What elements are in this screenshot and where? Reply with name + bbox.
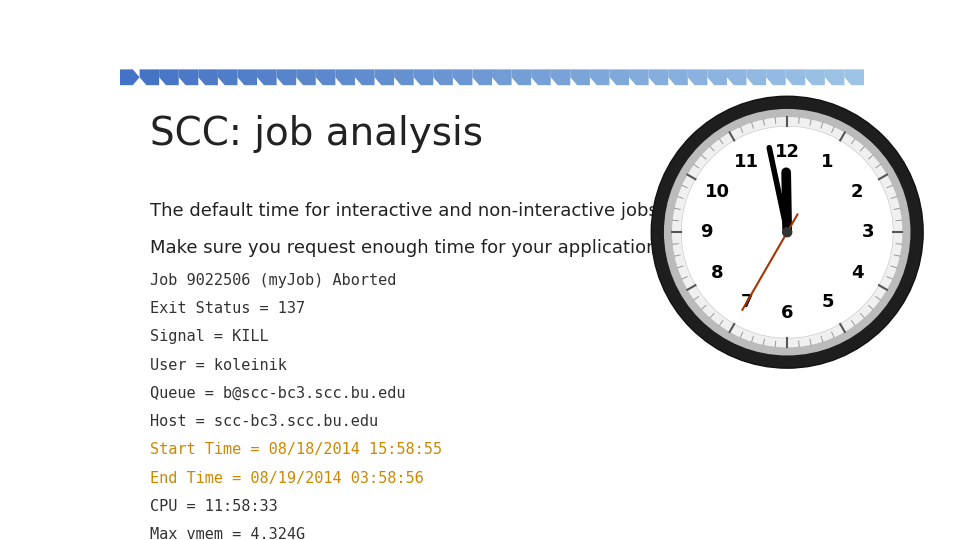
Polygon shape <box>492 69 512 85</box>
Text: SCC: job analysis: SCC: job analysis <box>150 114 483 153</box>
Text: Job 9022506 (myJob) Aborted: Job 9022506 (myJob) Aborted <box>150 273 396 288</box>
Polygon shape <box>649 69 668 85</box>
Polygon shape <box>276 69 297 85</box>
Text: 12 hours.: 12 hours. <box>731 202 826 220</box>
Polygon shape <box>629 69 649 85</box>
Polygon shape <box>297 69 316 85</box>
Text: 10: 10 <box>705 183 730 201</box>
Polygon shape <box>335 69 355 85</box>
Circle shape <box>651 96 924 368</box>
Text: Start Time = 08/18/2014 15:58:55: Start Time = 08/18/2014 15:58:55 <box>150 442 442 457</box>
Text: 1: 1 <box>821 153 834 171</box>
Text: 6: 6 <box>780 304 794 322</box>
Circle shape <box>664 109 910 355</box>
Polygon shape <box>414 69 433 85</box>
Text: 7: 7 <box>740 293 754 311</box>
Text: 4: 4 <box>851 264 863 281</box>
Text: 12: 12 <box>775 143 800 160</box>
Circle shape <box>682 126 893 338</box>
Circle shape <box>782 227 792 238</box>
Polygon shape <box>218 69 237 85</box>
Polygon shape <box>531 69 551 85</box>
Polygon shape <box>179 69 199 85</box>
Polygon shape <box>845 69 864 85</box>
Text: Max vmem = 4.324G: Max vmem = 4.324G <box>150 527 305 540</box>
Polygon shape <box>785 69 805 85</box>
Text: 8: 8 <box>711 264 724 281</box>
Polygon shape <box>747 69 766 85</box>
Polygon shape <box>727 69 747 85</box>
Text: User = koleinik: User = koleinik <box>150 357 287 373</box>
Polygon shape <box>512 69 531 85</box>
Circle shape <box>672 117 902 347</box>
Polygon shape <box>199 69 218 85</box>
Text: 5: 5 <box>821 293 834 311</box>
Polygon shape <box>687 69 708 85</box>
Text: End Time = 08/19/2014 03:58:56: End Time = 08/19/2014 03:58:56 <box>150 471 423 485</box>
Polygon shape <box>668 69 687 85</box>
Polygon shape <box>708 69 727 85</box>
Polygon shape <box>139 69 159 85</box>
Polygon shape <box>159 69 179 85</box>
Polygon shape <box>825 69 845 85</box>
Polygon shape <box>472 69 492 85</box>
Text: The default time for interactive and non-interactive jobs on the SCC is: The default time for interactive and non… <box>150 202 789 220</box>
Polygon shape <box>766 69 785 85</box>
Text: Host = scc-bc3.scc.bu.edu: Host = scc-bc3.scc.bu.edu <box>150 414 378 429</box>
Text: Make sure you request enough time for your application to complete:: Make sure you request enough time for yo… <box>150 239 778 258</box>
Polygon shape <box>805 69 825 85</box>
Polygon shape <box>374 69 395 85</box>
Text: 3: 3 <box>861 223 875 241</box>
Polygon shape <box>570 69 589 85</box>
Polygon shape <box>237 69 257 85</box>
Text: 2: 2 <box>851 183 863 201</box>
Polygon shape <box>589 69 610 85</box>
Polygon shape <box>395 69 414 85</box>
Polygon shape <box>551 69 570 85</box>
Text: Signal = KILL: Signal = KILL <box>150 329 269 344</box>
Polygon shape <box>120 69 139 85</box>
Text: 9: 9 <box>700 223 713 241</box>
Text: 11: 11 <box>734 153 759 171</box>
Text: Queue = b@scc-bc3.scc.bu.edu: Queue = b@scc-bc3.scc.bu.edu <box>150 386 405 401</box>
Polygon shape <box>453 69 472 85</box>
Text: Exit Status = 137: Exit Status = 137 <box>150 301 305 316</box>
Polygon shape <box>433 69 453 85</box>
Polygon shape <box>355 69 374 85</box>
Polygon shape <box>316 69 335 85</box>
Text: CPU = 11:58:33: CPU = 11:58:33 <box>150 499 277 514</box>
Polygon shape <box>257 69 276 85</box>
Polygon shape <box>610 69 629 85</box>
